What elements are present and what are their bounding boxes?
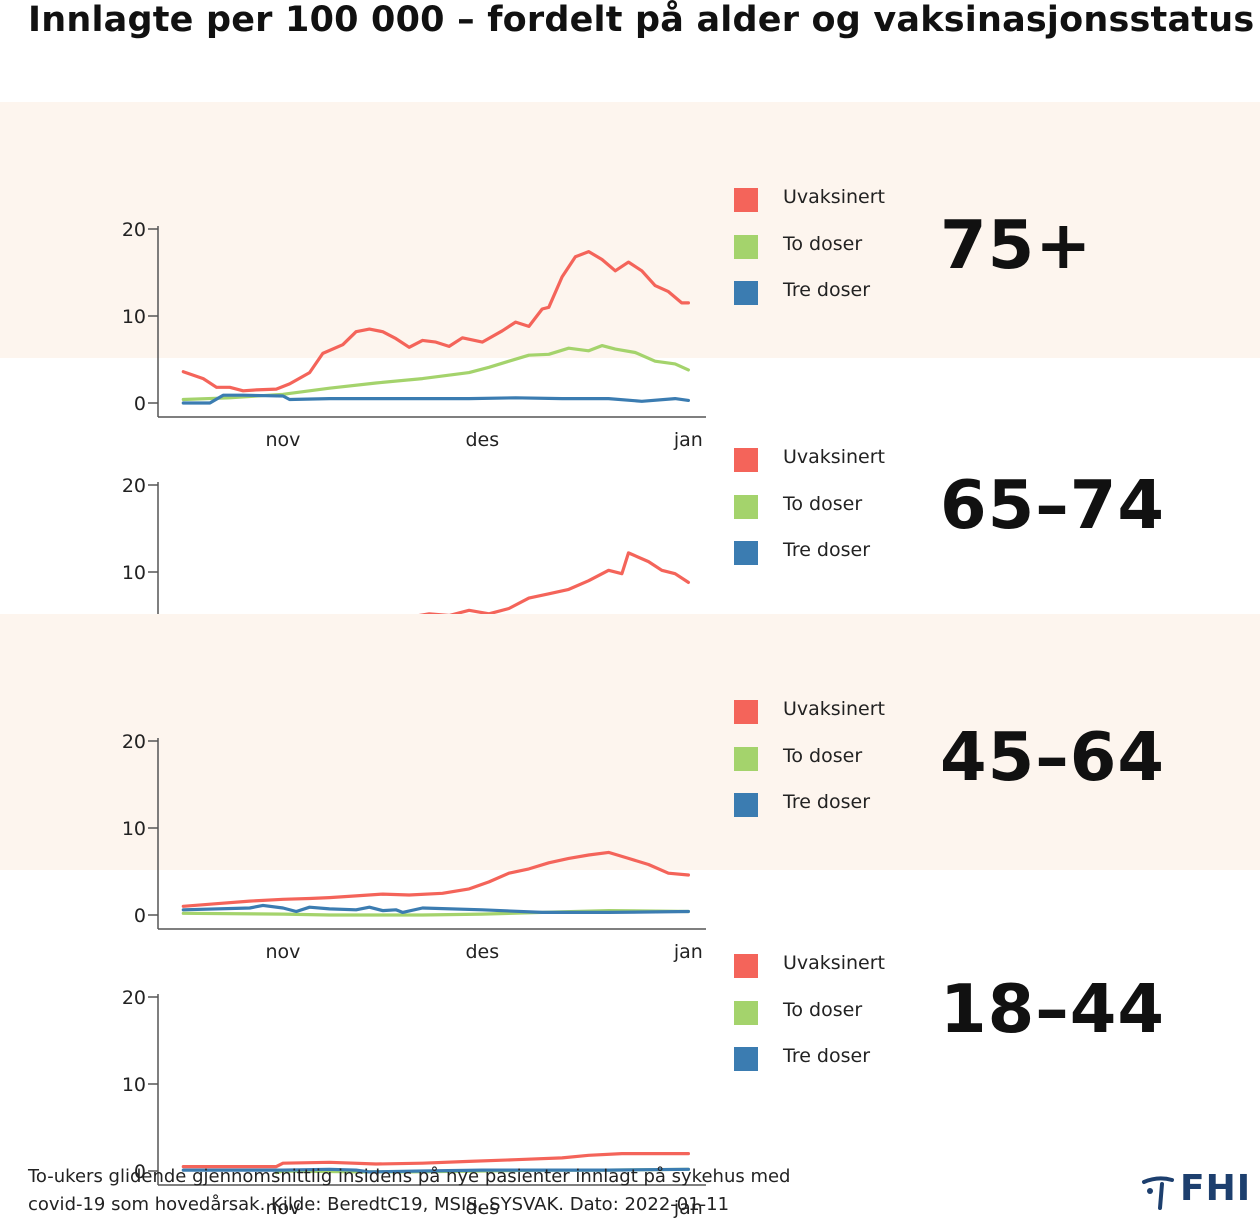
legend-swatch (734, 1000, 758, 1025)
x-tick-label: jan (673, 1197, 703, 1219)
legend-swatch (734, 541, 758, 565)
age-group-label: 75+ (940, 206, 1093, 284)
chart-panel: 0 10 20 nov des jan Uvaksinert To doser Tre dose… (0, 870, 1260, 1219)
legend-label: Uvaksinert (783, 186, 885, 208)
legend-swatch (734, 448, 758, 472)
y-tick-label: 10 (122, 1074, 146, 1096)
line-chart: 0 10 20 nov des jan (122, 219, 706, 451)
legend-label: To doser (783, 998, 863, 1021)
x-tick-label: nov (266, 429, 301, 451)
legend-swatch (734, 793, 758, 817)
x-tick-label: des (466, 429, 500, 451)
x-tick-label: jan (673, 429, 703, 451)
legend-swatch (734, 188, 758, 212)
legend-label: Tre doser (783, 791, 871, 813)
age-group-label: 45–64 (940, 718, 1165, 796)
y-tick-label: 20 (122, 475, 146, 497)
legend-swatch (734, 494, 758, 519)
fhi-logo-icon (1142, 1176, 1174, 1210)
legend-swatch (734, 234, 758, 259)
y-tick-label: 20 (122, 731, 146, 753)
legend-label: To doser (783, 232, 863, 255)
age-group-label: 65–74 (940, 466, 1165, 544)
chart-panel: 0 10 20 nov des jan Uvaksinert To doser Tre dose… (0, 358, 1260, 707)
legend-label: Tre doser (783, 1045, 871, 1067)
x-tick-label: nov (266, 1197, 301, 1219)
legend-label: To doser (783, 744, 863, 767)
age-group-label: 18–44 (940, 970, 1165, 1048)
series-line-tre-doser (181, 393, 691, 405)
legend-swatch (734, 954, 758, 978)
footnote-line: To-ukers glidende gjennomsnittlig inside… (28, 1166, 791, 1187)
x-tick-label: des (466, 941, 500, 963)
legend-label: Tre doser (783, 539, 871, 561)
legend-label: Uvaksinert (783, 446, 885, 468)
y-tick-label: 0 (134, 393, 146, 415)
legend-swatch (734, 281, 758, 305)
series-line-uvaksinert (181, 1152, 691, 1169)
y-tick-label: 10 (122, 818, 146, 840)
fhi-logo-text: FHI (1180, 1168, 1252, 1209)
page-title: Innlagte per 100 000 – fordelt på alder … (28, 0, 1255, 40)
legend-label: To doser (783, 492, 863, 515)
series-line-to-doser (181, 344, 691, 402)
series-line-uvaksinert (181, 850, 691, 908)
series-line-tre-doser (181, 903, 691, 914)
x-tick-label: jan (673, 941, 703, 963)
y-tick-label: 0 (134, 905, 146, 927)
legend-swatch (734, 1047, 758, 1071)
y-tick-label: 10 (122, 306, 146, 328)
footnote: To-ukers glidende gjennomsnittlig inside… (28, 1163, 908, 1219)
y-tick-label: 20 (122, 987, 146, 1009)
line-chart: 0 10 20 nov des jan (122, 731, 706, 963)
x-tick-label: nov (266, 941, 301, 963)
legend-label: Uvaksinert (783, 952, 885, 974)
chart-panel: 0 10 20 nov des jan Uvaksinert To doser Tre dose… (0, 102, 1260, 451)
y-tick-label: 0 (134, 1161, 146, 1183)
legend-label: Tre doser (783, 279, 871, 301)
legend-label: Uvaksinert (783, 698, 885, 720)
legend-swatch (734, 746, 758, 771)
x-tick-label: des (466, 1197, 500, 1219)
legend-swatch (734, 700, 758, 724)
series-line-tre-doser (181, 1167, 691, 1174)
y-tick-label: 20 (122, 219, 146, 241)
chart-panel: 0 10 20 nov des jan Uvaksinert To doser Tre dose… (0, 614, 1260, 963)
line-chart: 0 10 20 nov des jan (122, 987, 706, 1219)
y-tick-label: 10 (122, 562, 146, 584)
series-line-uvaksinert (181, 250, 691, 393)
fhi-logo: FHI (1140, 1168, 1252, 1214)
footnote-line: covid-19 som hovedårsak. Kilde: BeredtC1… (28, 1194, 730, 1215)
